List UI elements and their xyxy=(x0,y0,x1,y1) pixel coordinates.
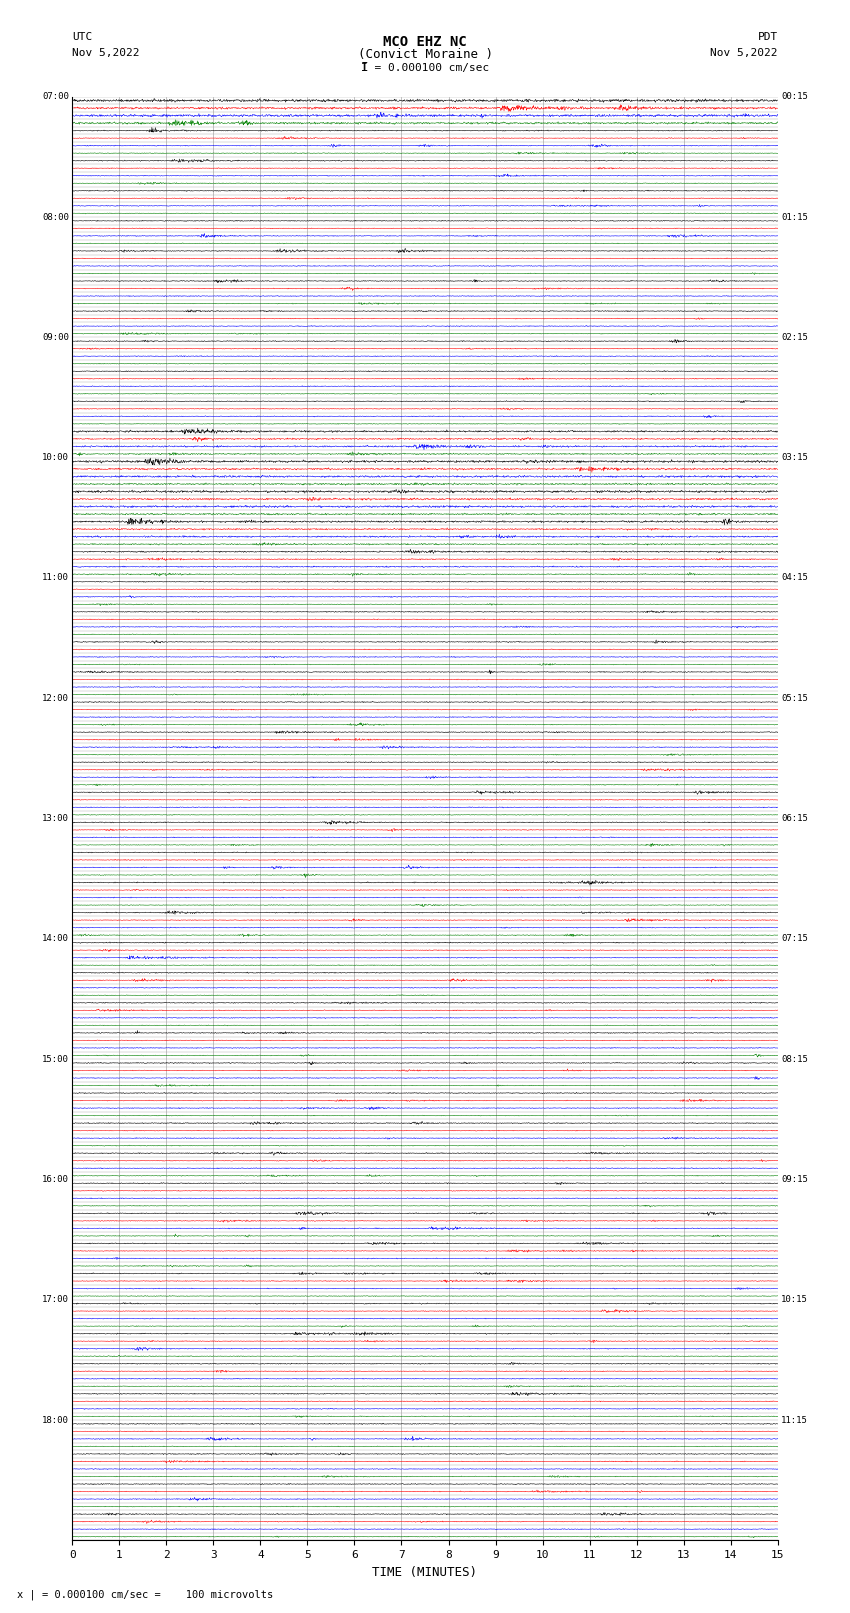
X-axis label: TIME (MINUTES): TIME (MINUTES) xyxy=(372,1566,478,1579)
Text: 12:00: 12:00 xyxy=(42,694,69,703)
Text: 08:00: 08:00 xyxy=(42,213,69,221)
Text: 17:00: 17:00 xyxy=(42,1295,69,1305)
Text: PDT: PDT xyxy=(757,32,778,42)
Text: 11:00: 11:00 xyxy=(42,574,69,582)
Text: x | = 0.000100 cm/sec =    100 microvolts: x | = 0.000100 cm/sec = 100 microvolts xyxy=(17,1589,273,1600)
Text: Nov 5,2022: Nov 5,2022 xyxy=(711,48,778,58)
Text: Nov 5,2022: Nov 5,2022 xyxy=(72,48,139,58)
Text: 10:15: 10:15 xyxy=(781,1295,808,1305)
Text: 04:15: 04:15 xyxy=(781,574,808,582)
Text: MCO EHZ NC: MCO EHZ NC xyxy=(383,35,467,50)
Text: 07:00: 07:00 xyxy=(42,92,69,102)
Text: 05:15: 05:15 xyxy=(781,694,808,703)
Text: 07:15: 07:15 xyxy=(781,934,808,944)
Text: 18:00: 18:00 xyxy=(42,1416,69,1424)
Text: (Convict Moraine ): (Convict Moraine ) xyxy=(358,48,492,61)
Text: 09:15: 09:15 xyxy=(781,1174,808,1184)
Text: 14:00: 14:00 xyxy=(42,934,69,944)
Text: 11:15: 11:15 xyxy=(781,1416,808,1424)
Text: 09:00: 09:00 xyxy=(42,332,69,342)
Text: 16:00: 16:00 xyxy=(42,1174,69,1184)
Text: 01:15: 01:15 xyxy=(781,213,808,221)
Text: 08:15: 08:15 xyxy=(781,1055,808,1063)
Text: 03:15: 03:15 xyxy=(781,453,808,463)
Text: I = 0.000100 cm/sec: I = 0.000100 cm/sec xyxy=(361,63,489,73)
Text: 02:15: 02:15 xyxy=(781,332,808,342)
Text: UTC: UTC xyxy=(72,32,93,42)
Text: 00:15: 00:15 xyxy=(781,92,808,102)
Text: I: I xyxy=(361,61,369,74)
Text: 15:00: 15:00 xyxy=(42,1055,69,1063)
Text: 13:00: 13:00 xyxy=(42,815,69,823)
Text: 10:00: 10:00 xyxy=(42,453,69,463)
Text: 06:15: 06:15 xyxy=(781,815,808,823)
